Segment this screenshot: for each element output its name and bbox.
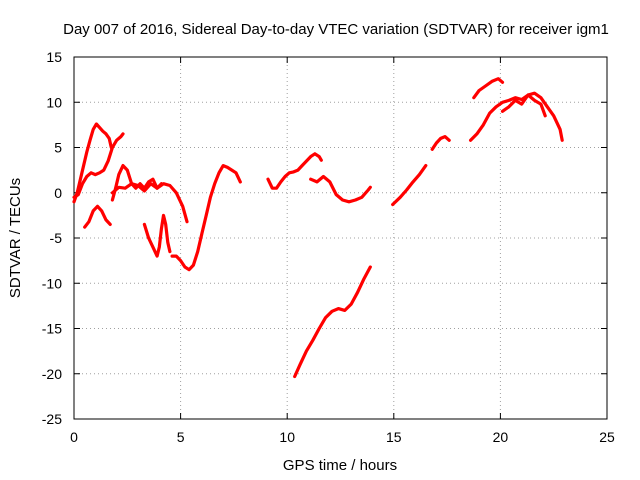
data-series <box>72 77 564 379</box>
y-tick-label: -10 <box>42 275 62 291</box>
y-tick-label: 5 <box>54 140 62 156</box>
data-segment <box>500 93 547 118</box>
x-tick-label: 15 <box>386 429 402 445</box>
y-tick-label: -5 <box>50 230 63 246</box>
data-segment <box>142 213 172 258</box>
y-tick-label: -15 <box>42 321 62 337</box>
x-tick-label: 20 <box>493 429 509 445</box>
data-segment <box>72 132 125 199</box>
data-segment <box>110 182 189 224</box>
data-segment <box>309 174 372 204</box>
y-tick-label: 0 <box>54 185 62 201</box>
data-segment <box>472 77 505 100</box>
x-tick-label: 25 <box>599 429 615 445</box>
grid <box>74 57 607 419</box>
chart-title: Day 007 of 2016, Sidereal Day-to-day VTE… <box>63 21 609 38</box>
y-tick-labels: -25 -20 -15 -10 -5 0 5 10 15 <box>42 49 62 427</box>
data-segment <box>469 91 564 142</box>
axis-ticks <box>73 56 608 420</box>
plot-frame <box>73 56 608 420</box>
data-segment <box>266 152 323 190</box>
x-tick-label: 5 <box>177 429 185 445</box>
y-tick-label: 15 <box>46 49 62 65</box>
data-segment <box>72 122 113 204</box>
y-axis-label: SDTVAR / TECUs <box>7 178 24 298</box>
x-tick-label: 0 <box>70 429 78 445</box>
y-tick-label: -20 <box>42 366 62 382</box>
x-axis-label: GPS time / hours <box>283 457 397 474</box>
data-segment <box>170 164 242 272</box>
y-tick-label: -25 <box>42 411 62 427</box>
data-segment <box>430 135 451 151</box>
y-tick-label: 10 <box>46 94 62 110</box>
x-tick-labels: 0 5 10 15 20 25 <box>70 429 615 445</box>
x-tick-label: 10 <box>279 429 295 445</box>
data-segment <box>83 204 112 229</box>
data-segment <box>293 265 372 379</box>
data-segment <box>110 164 163 202</box>
data-segment <box>391 164 428 207</box>
